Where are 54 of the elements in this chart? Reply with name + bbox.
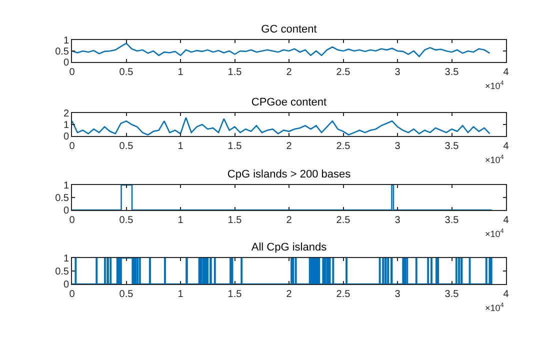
text: ×10$^{4}$	[485, 302, 504, 313]
x-tick-label: 0.5	[119, 141, 134, 152]
x-tick-label: 1.5	[228, 215, 242, 226]
x-tick-label: 4	[503, 215, 510, 226]
x-tick-label: 1	[178, 141, 184, 152]
x-tick-label: 1	[178, 289, 184, 300]
x-tick-label: 3	[394, 141, 401, 152]
chart-title: All CpG islands	[251, 242, 328, 254]
y-tick-label: 1	[63, 254, 70, 264]
text: ×10$^{4}$	[485, 80, 504, 91]
y-tick-label: 1	[63, 180, 70, 192]
y-tick-label: 0	[63, 132, 70, 142]
y-tick-label: 1	[63, 120, 70, 131]
x-tick-label: 2	[286, 67, 292, 78]
x-tick-label: 1.5	[228, 289, 242, 300]
chart-title: CPGoe content	[251, 96, 327, 109]
x-tick-label: 0.5	[119, 215, 134, 226]
chart-title: GC content	[261, 24, 317, 36]
x-tick-label: 1.5	[228, 67, 242, 78]
x-tick-label: 1	[178, 67, 184, 78]
y-tick-label: 0.5	[55, 46, 70, 58]
x-tick-label: 4	[503, 289, 510, 300]
line-series	[72, 116, 490, 136]
line-series	[72, 42, 490, 58]
x-tick-label: 1.5	[228, 141, 242, 152]
x-tick-label: 2	[286, 141, 292, 152]
y-tick-label: 0.5	[55, 266, 70, 278]
text: ×10$^{4}$	[485, 154, 504, 165]
x-tick-label: 3	[394, 289, 401, 300]
x-tick-label: 0.5	[119, 67, 134, 78]
x-tick-label: 2.5	[336, 67, 351, 78]
x-tick-label: 0.5	[119, 289, 134, 300]
y-tick-label: 2	[63, 108, 70, 120]
x-tick-label: 3.5	[444, 289, 460, 300]
x-tick-label: 2.5	[336, 289, 351, 300]
x-tick-label: 1	[178, 215, 184, 226]
x-tick-label: 2	[286, 215, 292, 226]
chart-title: CpG islands > 200 bases	[227, 168, 352, 181]
x-tick-label: 2.5	[336, 141, 351, 152]
y-tick-label: 0	[63, 58, 70, 68]
x-tick-label: 4	[503, 141, 510, 152]
y-tick-label: 1	[63, 36, 70, 46]
x-tick-label: 4	[503, 67, 510, 78]
x-tick-label: 3.5	[444, 67, 460, 78]
y-tick-label: 0	[63, 206, 70, 216]
x-tick-label: 2.5	[336, 215, 351, 226]
x-tick-label: 2	[286, 289, 292, 300]
x-tick-label: 3.5	[444, 141, 460, 152]
x-tick-label: 3	[394, 215, 401, 226]
y-tick-label: 0	[63, 280, 70, 290]
x-tick-label: 3.5	[444, 215, 460, 226]
x-tick-label: 3	[394, 67, 401, 78]
text: ×10$^{4}$	[485, 228, 504, 239]
y-tick-label: 0.5	[55, 193, 70, 204]
